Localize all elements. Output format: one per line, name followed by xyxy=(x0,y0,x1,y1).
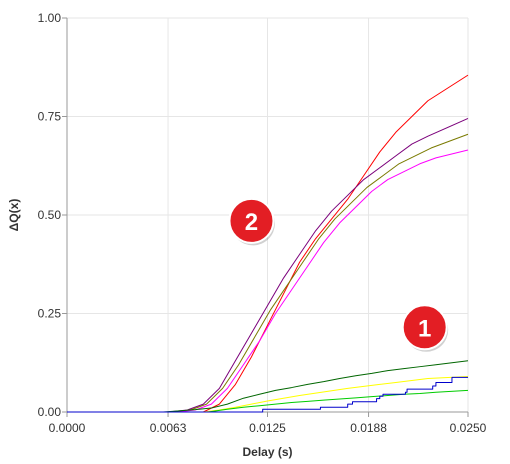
series-line-2 xyxy=(67,118,469,413)
x-tick-label: 0.0125 xyxy=(249,421,286,435)
badge-circle xyxy=(228,197,275,244)
series-line-7 xyxy=(67,389,469,413)
x-tick-label: 0.0063 xyxy=(150,421,187,435)
x-tick-label: 0.0188 xyxy=(350,421,387,435)
y-tick-label: 0.75 xyxy=(38,110,62,124)
series-line-4 xyxy=(67,149,469,413)
y-tick-label: 0.00 xyxy=(38,405,62,419)
x-axis-title: Delay (s) xyxy=(242,445,292,459)
series-lines xyxy=(67,74,469,413)
series-line-5 xyxy=(67,360,469,413)
series-line-8 xyxy=(67,376,468,413)
x-tick-label: 0.0250 xyxy=(450,421,487,435)
badge-label: 1 xyxy=(418,315,431,342)
axes: 0.0000 0.0063 0.0125 0.0188 0.0250 0.00 0.25 0.… xyxy=(38,11,487,435)
annotation-badge-2: 2 xyxy=(228,197,275,246)
y-tick-label: 0.25 xyxy=(38,307,62,321)
annotations: 12 xyxy=(228,197,449,352)
series-line-6 xyxy=(67,376,469,413)
badge-circle xyxy=(401,304,448,351)
series-line-3 xyxy=(67,133,469,413)
y-tick-label: 0.50 xyxy=(38,208,62,222)
annotation-badge-1: 1 xyxy=(401,304,449,352)
x-tick-label: 0.0000 xyxy=(49,421,86,435)
badge-label: 2 xyxy=(245,209,258,236)
series-line-1 xyxy=(67,74,469,413)
y-axis-title: ΔQ(x) xyxy=(7,199,21,232)
y-tick-label: 1.00 xyxy=(38,11,62,25)
